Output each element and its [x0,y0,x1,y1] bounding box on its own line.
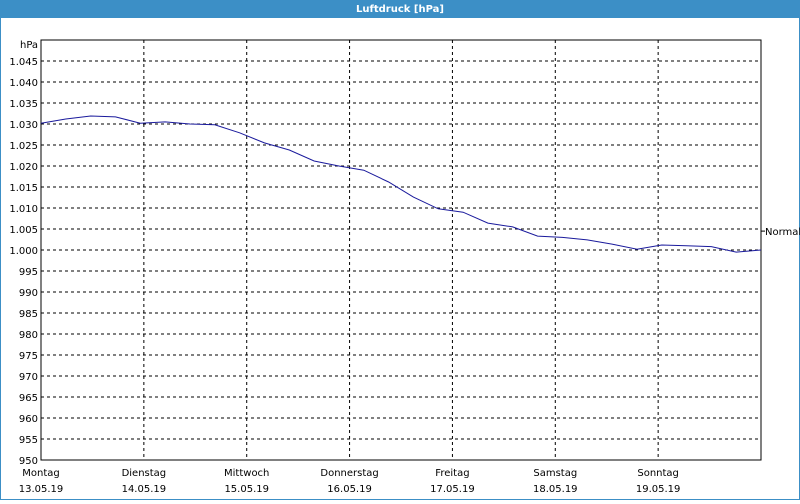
y-tick-label: 1.040 [9,78,38,89]
x-tick-label: 17.05.19 [430,484,475,495]
x-tick-label: 14.05.19 [122,484,167,495]
x-tick-label: Freitag [435,468,469,479]
y-tick-label: 1.015 [9,183,38,194]
y-tick-label: 970 [19,372,38,383]
y-tick-label: 980 [19,330,38,341]
y-tick-label: 1.005 [9,225,38,236]
y-tick-label: 1.035 [9,99,38,110]
y-unit: hPa [20,40,38,51]
y-tick-label: 955 [19,435,38,446]
y-tick-label: 990 [19,288,38,299]
y-tick-label: 985 [19,309,38,320]
x-tick-label: Dienstag [122,468,167,479]
y-tick-label: 960 [19,414,38,425]
y-tick-label: 1.025 [9,141,38,152]
y-tick-label: 1.030 [9,120,38,131]
x-tick-label: 13.05.19 [19,484,64,495]
x-tick-label: Montag [22,468,59,479]
reference-label: Normal [765,227,800,238]
x-tick-label: 16.05.19 [327,484,372,495]
y-tick-label: 995 [19,267,38,278]
y-tick-label: 1.045 [9,57,38,68]
y-tick-label: 965 [19,393,38,404]
y-tick-label: 1.020 [9,162,38,173]
y-tick-label: 1.000 [9,246,38,257]
y-tick-label: 950 [19,456,38,467]
x-tick-label: Samstag [533,468,577,479]
x-tick-label: Donnerstag [320,468,378,479]
y-tick-label: 975 [19,351,38,362]
x-tick-label: 18.05.19 [533,484,578,495]
x-tick-label: Mittwoch [224,468,269,479]
chart-title: Luftdruck [hPa] [356,4,444,15]
title-bar [0,0,800,18]
data-line [40,115,762,253]
x-tick-label: 15.05.19 [224,484,269,495]
y-tick-label: 1.010 [9,204,38,215]
x-tick-label: Sonntag [637,468,679,479]
x-tick-label: 19.05.19 [636,484,681,495]
